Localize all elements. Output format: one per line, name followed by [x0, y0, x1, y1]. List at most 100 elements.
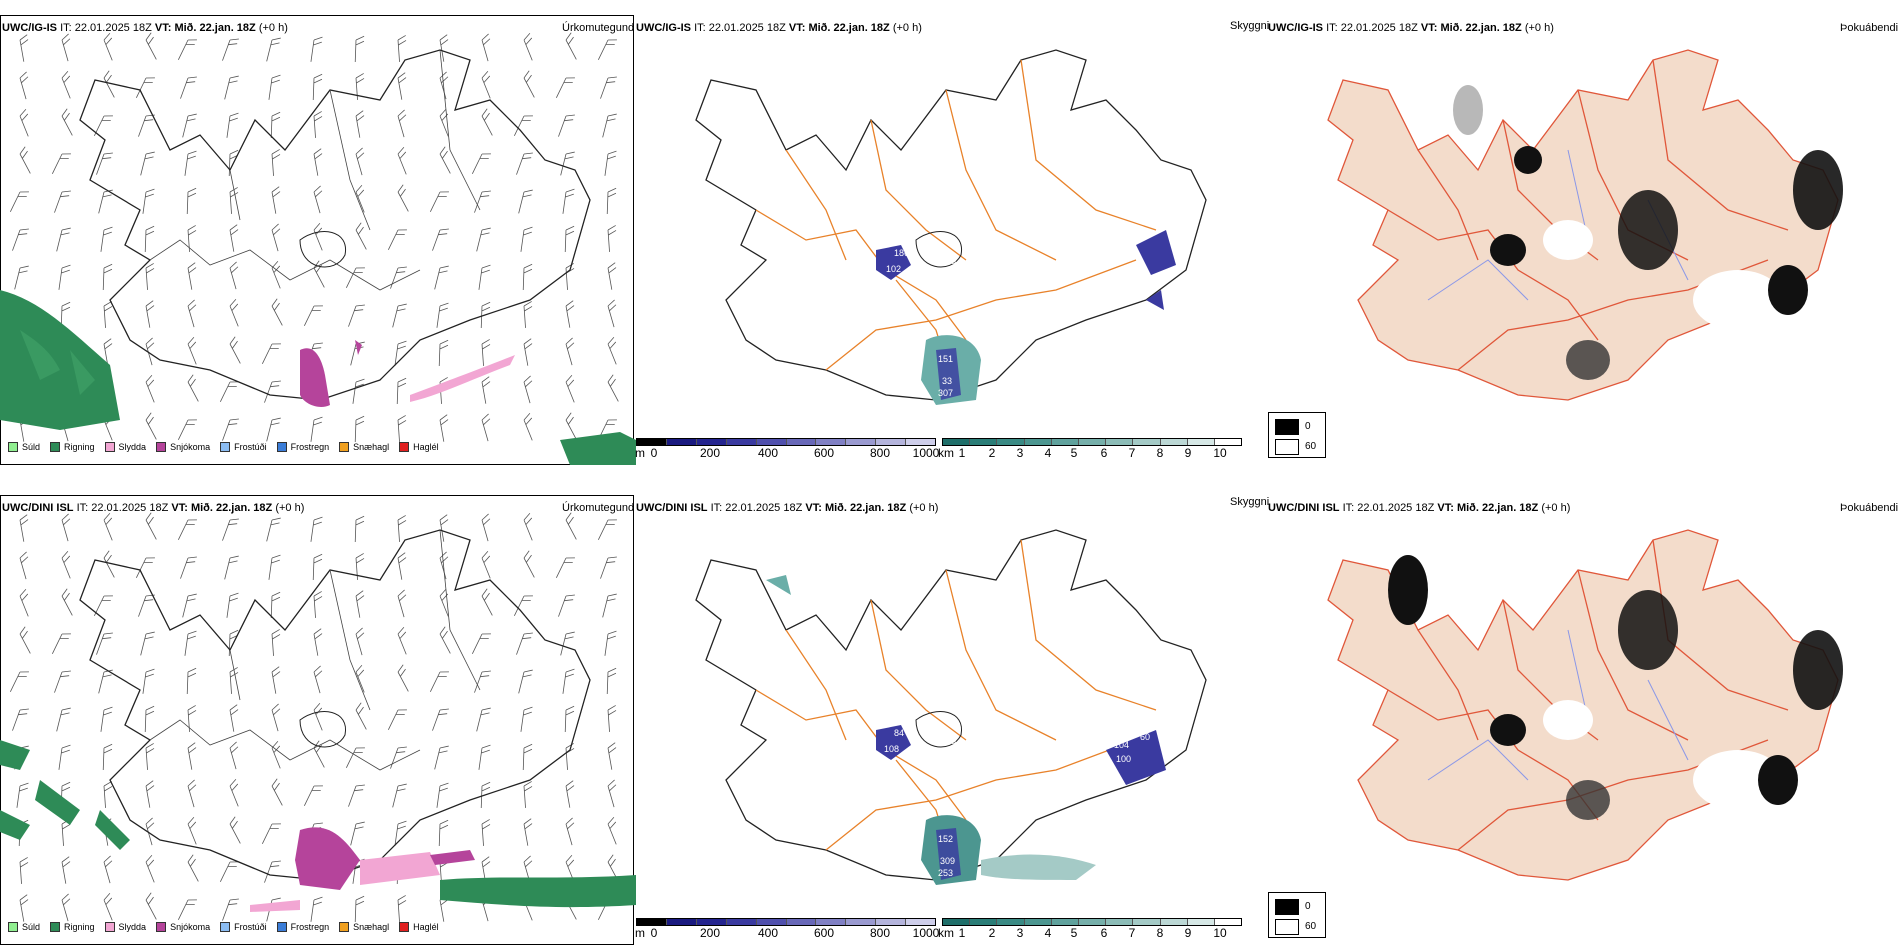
ceiling-label: 108: [884, 744, 899, 754]
ceiling-label: 253: [938, 868, 953, 878]
wind-barb: [187, 817, 197, 845]
wind-barb: [219, 381, 239, 402]
wind-barb: [604, 150, 617, 176]
wind-barb: [606, 667, 617, 695]
wind-barb: [187, 854, 199, 882]
legend-item: Haglél: [399, 922, 439, 932]
wind-barb: [355, 590, 365, 618]
colorbar-tick: 4: [1044, 926, 1052, 940]
legend-item: Súld: [8, 922, 40, 932]
wind-barb: [439, 514, 449, 542]
wind-barb: [313, 703, 323, 731]
colorbar-cell: [1024, 919, 1052, 925]
wind-barb: [187, 742, 197, 770]
wind-barb: [439, 414, 449, 442]
wind-barb: [481, 108, 493, 136]
panel-title: UWC/DINI ISL IT: 22.01.2025 18Z VT: Mið.…: [2, 502, 305, 514]
fog-panel-top: UWC/IG-IS IT: 22.01.2025 18Z VT: Mið. 22…: [1268, 0, 1900, 470]
wind-barb: [264, 860, 281, 883]
wind-barb: [226, 592, 239, 618]
colorbar-tick: 2: [988, 926, 996, 940]
wind-barb: [516, 152, 533, 175]
wind-barb: [61, 588, 73, 616]
wind-barb: [313, 665, 323, 694]
wind-barb: [523, 338, 533, 366]
wind-barb: [19, 514, 29, 542]
wind-barb: [313, 628, 323, 656]
wind-barb: [135, 557, 155, 578]
colorbar-unit: km: [938, 926, 954, 940]
wind-barb: [513, 595, 533, 616]
wind-barb: [271, 666, 281, 694]
wind-barb: [271, 223, 281, 252]
colorbar-cell: [1051, 919, 1079, 925]
wind-barb: [58, 264, 71, 290]
legend-swatch: [156, 922, 167, 932]
wind-barb: [93, 595, 113, 616]
colorbar-tick: 5: [1070, 446, 1078, 460]
wind-barb: [102, 263, 113, 291]
wind-barb: [186, 667, 197, 695]
wind-barb: [564, 225, 575, 253]
wind-barb: [354, 895, 365, 923]
ceiling-label: 100: [1116, 754, 1131, 764]
wind-barb: [439, 626, 451, 654]
colorbar-cell: [1133, 919, 1161, 925]
panel-type-label: Skyggni: [1230, 496, 1270, 508]
wind-barb: [186, 187, 197, 215]
wind-barb: [177, 519, 197, 540]
wind-barb: [352, 378, 365, 404]
colorbar-cell: [666, 919, 697, 925]
wind-barb: [310, 516, 323, 542]
legend-item: Snæhagl: [339, 442, 389, 452]
wind-barb: [182, 113, 197, 138]
wind-barb: [522, 743, 533, 771]
wind-barb: [565, 375, 575, 403]
colorbar-cell: [1106, 439, 1134, 445]
wind-barb: [397, 109, 407, 138]
wind-barb: [145, 32, 157, 60]
wind-barb: [606, 187, 617, 215]
wind-barb: [222, 898, 239, 921]
wind-barb: [103, 513, 113, 541]
wind-barb: [432, 228, 449, 251]
ceiling-label: 293: [941, 736, 956, 746]
panel-type-label: Úrkomutegund: [562, 502, 635, 514]
wind-barb: [565, 780, 575, 808]
ceiling-label: 193: [941, 256, 956, 266]
wind-barb: [565, 32, 577, 60]
colorbar-cell: [1078, 439, 1107, 445]
legend-item: Slydda: [104, 442, 146, 452]
wind-barb: [187, 374, 199, 402]
wind-barb: [103, 855, 113, 884]
wind-barb: [100, 706, 113, 732]
wind-barb: [481, 413, 491, 442]
wind-barb: [523, 375, 533, 404]
wind-barb: [271, 741, 281, 769]
wind-barb: [271, 186, 281, 214]
wind-barb: [266, 37, 281, 62]
legend-item: Slydda: [104, 922, 146, 932]
wind-barb: [476, 707, 491, 732]
wind-barb: [96, 632, 113, 655]
wind-barb: [604, 630, 617, 656]
wind-barb: [12, 228, 29, 251]
wind-barb: [219, 861, 239, 882]
wind-barb: [397, 35, 407, 62]
wind-barb: [145, 300, 155, 328]
wind-barb: [102, 743, 113, 771]
wind-barb: [61, 856, 71, 884]
wind-barb: [481, 339, 491, 366]
legend-item: Snjókoma: [156, 442, 210, 452]
wind-barb: [436, 782, 449, 808]
precip-legend: Súld Rigning Slydda Snjókoma Frostúði Fr…: [8, 922, 449, 932]
wind-barb: [520, 706, 533, 732]
wind-barb: [177, 419, 197, 440]
ceiling-label: 104: [1114, 740, 1129, 750]
legend-item: Frostregn: [276, 442, 329, 452]
panel-title: UWC/IG-IS IT: 22.01.2025 18Z VT: Mið. 22…: [636, 22, 922, 34]
colorbar-cell: [816, 919, 847, 925]
wind-barb: [397, 627, 407, 655]
wind-barb: [16, 782, 29, 808]
panel-type-label: Þokuábendi: [1840, 22, 1899, 34]
